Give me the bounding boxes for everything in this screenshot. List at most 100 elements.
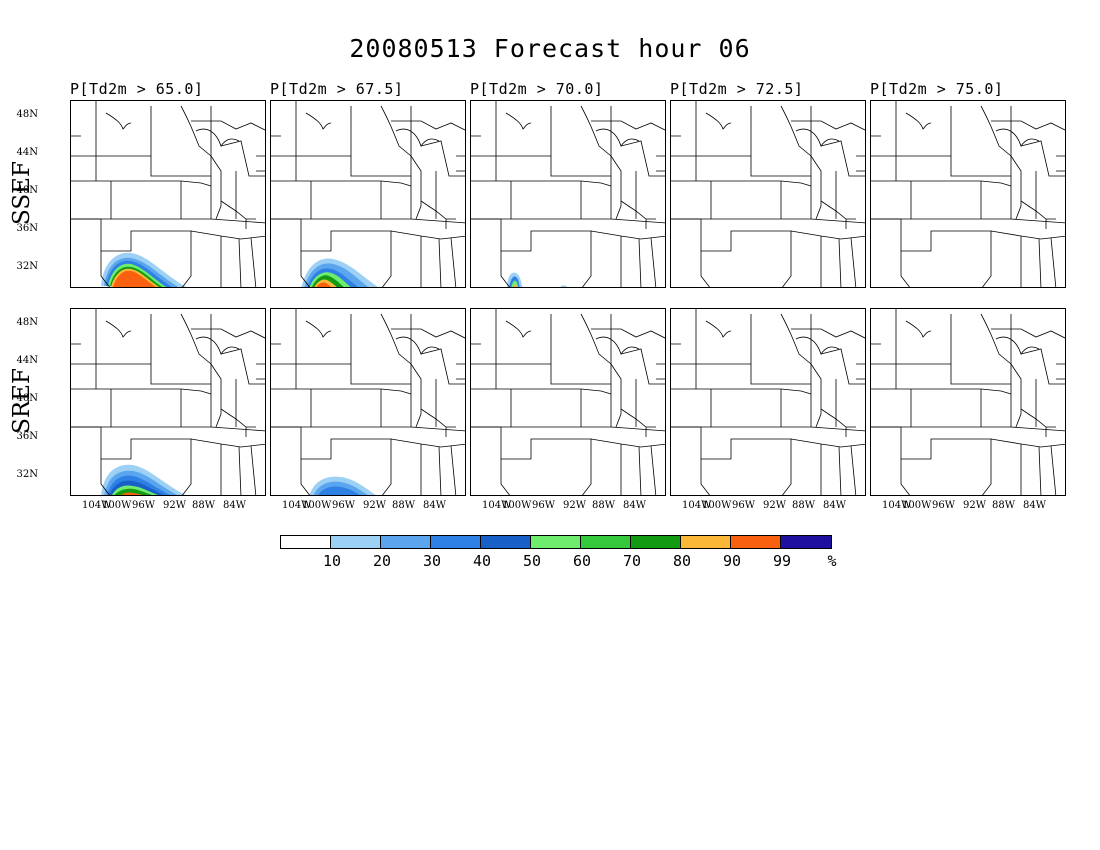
colorbar-label: 60 <box>572 552 592 570</box>
state-boundary <box>256 363 265 380</box>
state-boundary <box>220 236 257 287</box>
state-boundary <box>671 156 782 220</box>
lon-label: 88W <box>392 500 416 511</box>
lon-label: 100W <box>902 500 932 511</box>
state-boundary <box>420 348 465 427</box>
state-boundary <box>780 313 822 428</box>
state-boundary <box>71 309 212 385</box>
map-panel-sref-70 <box>470 308 666 496</box>
state-boundary <box>790 426 865 448</box>
state-boundary <box>995 336 1040 355</box>
lon-label: 92W <box>963 500 987 511</box>
state-boundary <box>1020 140 1065 219</box>
state-boundary <box>1020 408 1056 437</box>
state-boundary <box>991 120 1065 131</box>
map-panel-ssef-72 <box>670 100 866 288</box>
state-boundary <box>591 328 665 339</box>
state-boundary <box>395 128 440 147</box>
lon-label: 84W <box>223 500 247 511</box>
state-boundary <box>980 105 1022 220</box>
state-boundary <box>71 218 192 287</box>
state-boundary <box>271 218 392 287</box>
state-boundary <box>220 348 265 427</box>
map-panel-ssef-67 <box>270 100 466 288</box>
state-boundary <box>471 426 592 495</box>
state-boundary <box>71 364 182 428</box>
lon-label: 96W <box>932 500 956 511</box>
probability-contour <box>114 488 153 495</box>
state-boundary <box>705 320 732 338</box>
map-canvas <box>71 309 265 495</box>
lon-label: 88W <box>992 500 1016 511</box>
lon-label: 92W <box>563 500 587 511</box>
column-title-2: P[Td2m > 67.5] <box>270 80 404 98</box>
state-boundary <box>900 459 910 495</box>
lon-label: 100W <box>502 500 532 511</box>
state-boundary <box>620 444 657 495</box>
map-canvas <box>871 309 1065 495</box>
map-canvas <box>671 101 865 287</box>
state-boundary <box>271 364 382 428</box>
state-boundary <box>871 101 1012 177</box>
colorbar-label: 40 <box>472 552 492 570</box>
lon-label: 92W <box>763 500 787 511</box>
colorbar-label: 90 <box>722 552 742 570</box>
map-panel-ssef-65 <box>70 100 266 288</box>
state-boundary <box>711 176 812 220</box>
state-boundary <box>391 120 465 131</box>
state-boundary <box>511 176 612 220</box>
state-boundary <box>420 236 457 287</box>
state-boundary <box>105 112 132 130</box>
state-boundary <box>980 313 1022 428</box>
state-boundary <box>871 426 992 495</box>
lon-label: 84W <box>423 500 447 511</box>
lon-label: 88W <box>592 500 616 511</box>
state-boundary <box>471 309 612 385</box>
state-boundary <box>191 120 265 131</box>
colorbar-label: 80 <box>672 552 692 570</box>
state-boundary <box>471 364 582 428</box>
lat-label: 36N <box>16 223 38 234</box>
lon-label: 92W <box>163 500 187 511</box>
state-boundary <box>1020 348 1065 427</box>
map-canvas <box>71 101 265 287</box>
lon-label: 84W <box>623 500 647 511</box>
state-boundary <box>271 309 412 385</box>
map-panel-sref-65 <box>70 308 266 496</box>
state-boundary <box>656 155 665 172</box>
colorbar-swatch <box>531 536 581 548</box>
map-canvas <box>471 309 665 495</box>
state-boundary <box>220 200 256 229</box>
state-boundary <box>220 444 257 495</box>
lon-label: 104W <box>282 500 312 511</box>
state-boundary <box>856 155 865 172</box>
state-boundary <box>505 320 532 338</box>
state-boundary <box>991 328 1065 339</box>
figure-title: 20080513 Forecast hour 06 <box>349 34 751 63</box>
colorbar-label: 30 <box>422 552 442 570</box>
lat-label: 44N <box>16 147 38 158</box>
state-boundary <box>1020 444 1057 495</box>
probability-contour <box>121 492 143 495</box>
lon-label: 96W <box>732 500 756 511</box>
state-boundary <box>305 320 332 338</box>
column-title-3: P[Td2m > 70.0] <box>470 80 604 98</box>
state-boundary <box>871 309 1012 385</box>
lon-label: 84W <box>823 500 847 511</box>
state-boundary <box>471 156 582 220</box>
state-boundary <box>620 348 665 427</box>
lon-label: 88W <box>792 500 816 511</box>
state-boundary <box>820 236 857 287</box>
probability-contour <box>113 270 156 287</box>
lon-label: 96W <box>132 500 156 511</box>
colorbar-label: 50 <box>522 552 542 570</box>
state-boundary <box>791 120 865 131</box>
state-boundary <box>1020 200 1056 229</box>
lon-label: 84W <box>1023 500 1047 511</box>
probability-contour <box>513 284 517 287</box>
state-boundary <box>590 218 665 240</box>
colorbar-label: 20 <box>372 552 392 570</box>
lon-label: 104W <box>682 500 712 511</box>
colorbar-swatch <box>431 536 481 548</box>
colorbar-swatch <box>481 536 531 548</box>
